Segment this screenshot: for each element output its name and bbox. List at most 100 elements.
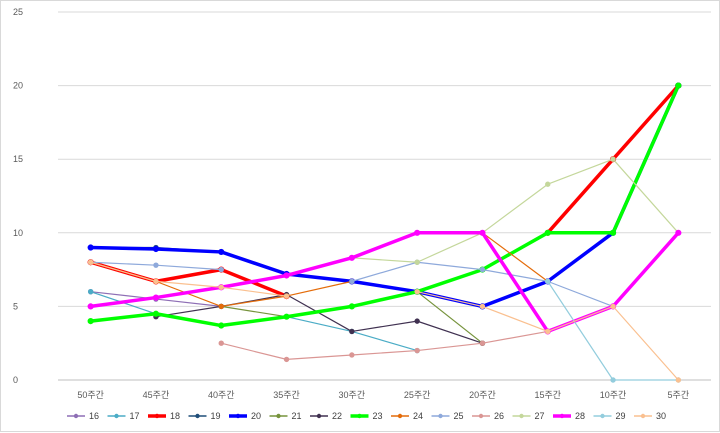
series-line-20: [88, 83, 681, 309]
x-tick-label: 20주간: [469, 390, 496, 400]
x-tick-label: 15주간: [534, 390, 561, 400]
data-point-25: [153, 262, 159, 268]
legend-marker: [478, 413, 484, 419]
y-tick-label: 10: [13, 228, 23, 238]
y-tick-label: 25: [13, 7, 23, 17]
y-tick-label: 20: [13, 81, 23, 91]
data-point-23: [218, 322, 225, 329]
data-point-30: [414, 288, 420, 295]
series-line-24: [481, 232, 549, 282]
data-point-26: [479, 340, 486, 346]
data-point-29: [545, 278, 551, 285]
data-point-30: [479, 303, 486, 310]
y-tick-label: 5: [13, 301, 18, 311]
data-point-23: [348, 303, 355, 310]
data-point-30: [675, 377, 682, 383]
legend-marker: [276, 413, 281, 419]
legend-marker: [154, 413, 160, 419]
data-point-30: [153, 278, 159, 285]
data-point-20: [152, 245, 160, 253]
data-point-30: [87, 259, 94, 265]
data-point-27: [414, 259, 420, 265]
series-line-30: [416, 291, 679, 381]
legend-marker: [559, 413, 565, 419]
legend-marker: [600, 413, 605, 419]
data-point-24: [218, 303, 224, 310]
legend-marker: [114, 413, 119, 419]
series-line-23: [88, 83, 681, 328]
x-tick-label: 25주간: [404, 390, 431, 400]
legend-marker: [235, 413, 241, 419]
legend-label: 16: [89, 411, 99, 421]
data-point-26: [349, 352, 355, 358]
legend-label: 23: [373, 411, 383, 421]
data-point-23: [87, 318, 94, 325]
data-point-28: [479, 229, 486, 236]
data-point-26: [218, 340, 224, 346]
y-tick-label: 15: [13, 154, 23, 164]
legend-marker: [73, 413, 79, 419]
legend-label: 30: [656, 411, 666, 421]
legend-label: 28: [575, 411, 585, 421]
data-point-20: [218, 248, 225, 256]
legend-marker: [195, 413, 200, 419]
legend-label: 22: [332, 411, 342, 421]
series-line-22: [155, 294, 484, 344]
legend-marker: [357, 413, 362, 419]
data-point-28: [675, 229, 682, 236]
data-point-22: [349, 328, 355, 335]
data-point-27: [545, 181, 551, 187]
x-tick-label: 35주간: [273, 390, 300, 400]
legend-label: 21: [292, 411, 302, 421]
data-point-23: [283, 313, 290, 320]
data-point-29: [610, 377, 616, 383]
legend-marker: [316, 413, 322, 419]
data-point-28: [283, 272, 290, 279]
data-point-28: [87, 303, 94, 310]
legend-marker: [519, 413, 524, 419]
data-point-23: [675, 82, 682, 89]
data-point-25: [349, 278, 355, 285]
x-tick-label: 50주간: [77, 390, 104, 400]
legend-label: 27: [535, 411, 545, 421]
x-tick-label: 30주간: [339, 390, 366, 400]
legend-marker: [438, 413, 443, 419]
series-line-21: [220, 305, 288, 318]
series-line-27: [351, 158, 679, 263]
data-point-17: [87, 288, 94, 295]
data-point-25: [479, 266, 486, 273]
data-point-28: [348, 254, 355, 261]
series-line-30: [90, 261, 288, 297]
data-point-20: [87, 244, 94, 251]
legend-label: 18: [170, 411, 180, 421]
data-point-26: [283, 356, 290, 363]
data-point-27: [610, 156, 616, 162]
legend-label: 19: [211, 411, 221, 421]
data-point-22: [414, 318, 420, 324]
x-tick-label: 45주간: [143, 390, 170, 400]
data-point-30: [610, 303, 616, 310]
series-line-29: [547, 280, 679, 381]
data-point-28: [152, 294, 160, 301]
x-tick-label: 10주간: [600, 390, 627, 400]
data-point-23: [544, 229, 551, 236]
legend-marker: [397, 413, 403, 419]
legend-marker: [640, 413, 646, 419]
data-point-25: [218, 266, 224, 273]
legend-label: 20: [251, 411, 261, 421]
legend-label: 25: [454, 411, 464, 421]
x-tick-label: 5주간: [668, 390, 690, 400]
x-tick-label: 40주간: [208, 390, 235, 400]
data-point-30: [545, 328, 551, 335]
data-point-28: [414, 229, 421, 236]
data-point-23: [609, 229, 617, 236]
data-point-26: [414, 347, 420, 354]
legend-label: 17: [130, 411, 140, 421]
data-point-30: [218, 284, 224, 290]
legend-label: 24: [413, 411, 423, 421]
y-tick-label: 0: [13, 375, 18, 385]
series-line-21: [416, 291, 484, 344]
legend-label: 29: [616, 411, 626, 421]
